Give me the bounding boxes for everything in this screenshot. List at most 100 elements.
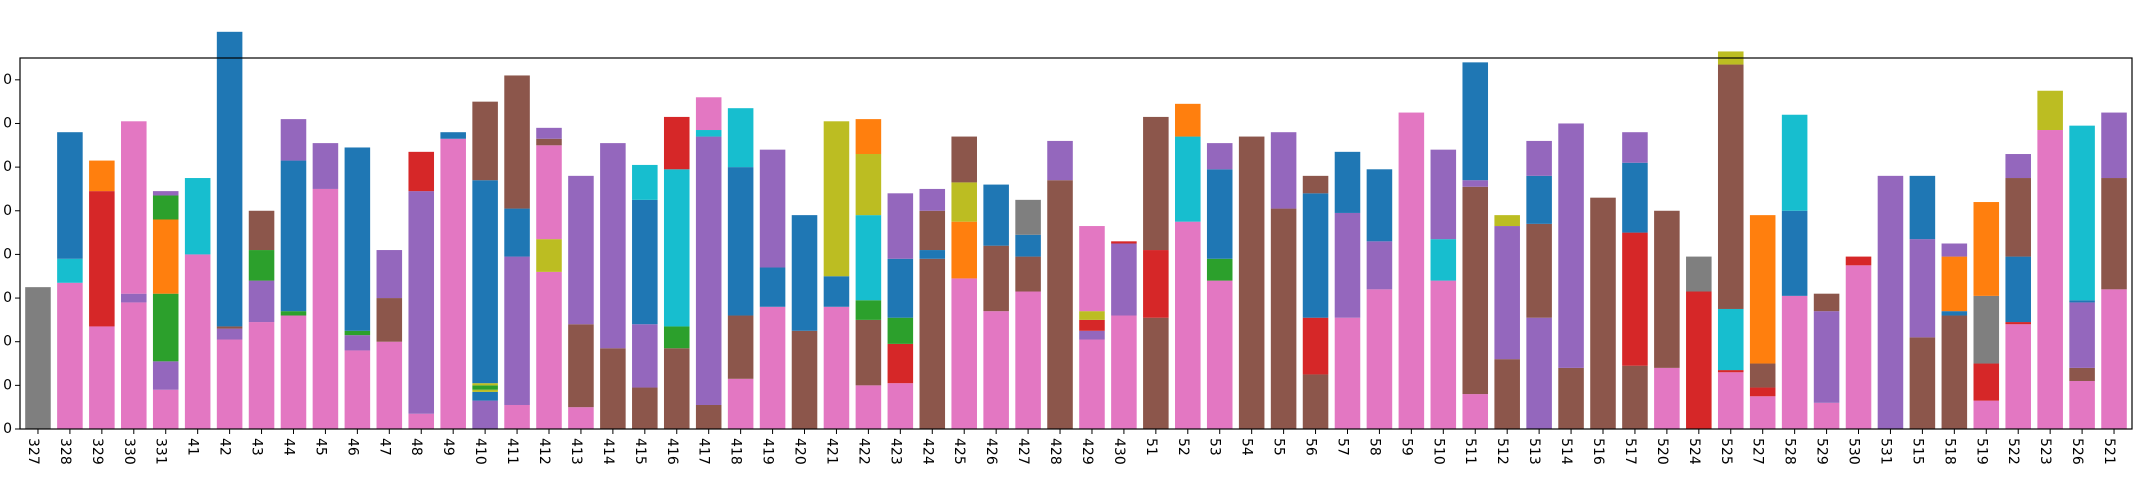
bar-segment-422-1 [855,319,882,386]
bar-segment-416-3 [663,116,690,170]
y-tick-label: 0 [3,203,12,219]
bar-segment-58-0 [1366,289,1393,429]
bar-segment-430-2 [1111,241,1137,244]
bar-418 [727,108,754,429]
bar-segment-423-0 [887,383,914,429]
x-tick-label: 329 [89,438,105,465]
bar-segment-55-1 [1270,132,1297,209]
bar-523 [2037,90,2063,429]
bar-segment-511-1 [1462,186,1489,395]
bar-segment-412-0 [536,271,562,429]
x-tick-label: 421 [823,438,839,465]
bar-segment-512-2 [1494,215,1520,227]
bar-segment-510-2 [1430,149,1457,240]
bar-segment-511-0 [1462,394,1489,429]
bar-segment-46-1 [344,335,371,351]
x-tick-label: 427 [1015,438,1031,465]
x-tick-label: 529 [1814,438,1830,465]
bar-segment-527-3 [1749,215,1776,364]
x-axis: 327 328 329 330 331 41 42 43 44 45 46 47 48 49 410 411 4… [25,429,2117,465]
bar-segment-517-2 [1622,162,1648,233]
bar-segment-429-0 [1079,339,1105,429]
bar-segment-47-2 [376,250,403,299]
bar-segment-528-0 [1781,295,1808,429]
x-tick-label: 42 [217,438,233,456]
x-tick-label: 412 [536,438,552,465]
bar-422 [855,119,882,429]
bar-47 [376,250,403,429]
y-tick-label: 0 [3,290,12,306]
bar-segment-330-0 [121,302,147,429]
bar-417 [695,97,722,429]
bar-segment-525-0 [1717,372,1744,429]
bar-segment-329-1 [89,191,115,327]
x-tick-label: 515 [1909,438,1925,465]
bar-429 [1079,226,1105,429]
bar-segment-521-0 [2101,289,2127,429]
bar-519 [1973,202,2000,429]
x-tick-label: 416 [664,438,680,465]
bar-segment-418-0 [727,378,754,429]
x-tick-label: 422 [855,438,871,465]
x-tick-label: 51 [1143,438,1159,456]
bar-segment-518-3 [1941,243,1968,257]
x-tick-label: 418 [728,438,744,465]
x-tick-label: 417 [696,438,712,465]
bar-419 [759,149,786,429]
bar-segment-55-0 [1270,208,1297,429]
bar-segment-48-1 [408,191,435,414]
bar-segment-43-0 [248,322,275,429]
bar-segment-330-2 [121,121,147,294]
bar-segment-415-0 [632,387,658,429]
x-tick-label: 44 [280,438,296,456]
bar-segment-56-3 [1302,175,1329,194]
bar-segment-48-2 [408,151,435,192]
bar-segment-424-2 [919,210,946,251]
bar-segment-328-1 [57,258,83,283]
bar-segment-524-1 [1686,256,1712,292]
x-tick-label: 47 [376,438,392,456]
bar-segment-529-2 [1813,293,1840,312]
bar-segment-51-0 [1143,317,1169,429]
bar-segment-57-2 [1334,151,1361,213]
bar-segment-411-1 [504,256,530,405]
bar-segment-525-3 [1717,64,1744,309]
bar-segment-416-0 [663,348,690,429]
bar-segment-519-3 [1973,202,2000,296]
bar-430 [1111,241,1137,429]
bar-segment-58-2 [1366,169,1393,242]
bar-segment-54-0 [1238,136,1265,429]
bar-segment-513-2 [1526,175,1552,224]
bar-segment-526-3 [2069,300,2095,303]
bar-segment-331-1 [152,361,179,390]
bar-segment-421-0 [823,306,850,429]
bar-segment-425-0 [951,278,977,429]
bar-segment-49-0 [440,138,466,429]
plot-frame [19,57,2133,430]
bar-segment-46-0 [344,350,371,429]
bar-segment-518-2 [1941,256,1968,312]
bar-segment-510-1 [1430,239,1457,281]
bar-segment-43-1 [248,280,275,323]
bar-segment-530-0 [1845,265,1872,429]
bar-514 [1558,123,1584,429]
x-tick-label: 525 [1718,438,1734,465]
bar-segment-329-2 [89,160,115,192]
bar-segment-515-1 [1909,239,1936,338]
x-tick-label: 420 [792,438,808,465]
bar-segment-423-2 [887,317,914,344]
x-tick-label: 513 [1526,438,1542,465]
bar-segment-523-0 [2037,130,2063,429]
bar-segment-47-0 [376,341,403,429]
bar-segment-512-0 [1494,359,1520,429]
bar-segment-523-1 [2037,90,2063,131]
x-tick-label: 511 [1462,438,1478,465]
x-tick-label: 415 [632,438,648,465]
y-tick-label: 0 [3,72,12,88]
bar-segment-410-2 [472,389,498,392]
bar-segment-519-0 [1973,400,2000,429]
bar-segment-517-0 [1622,365,1648,429]
x-tick-label: 530 [1846,438,1862,465]
